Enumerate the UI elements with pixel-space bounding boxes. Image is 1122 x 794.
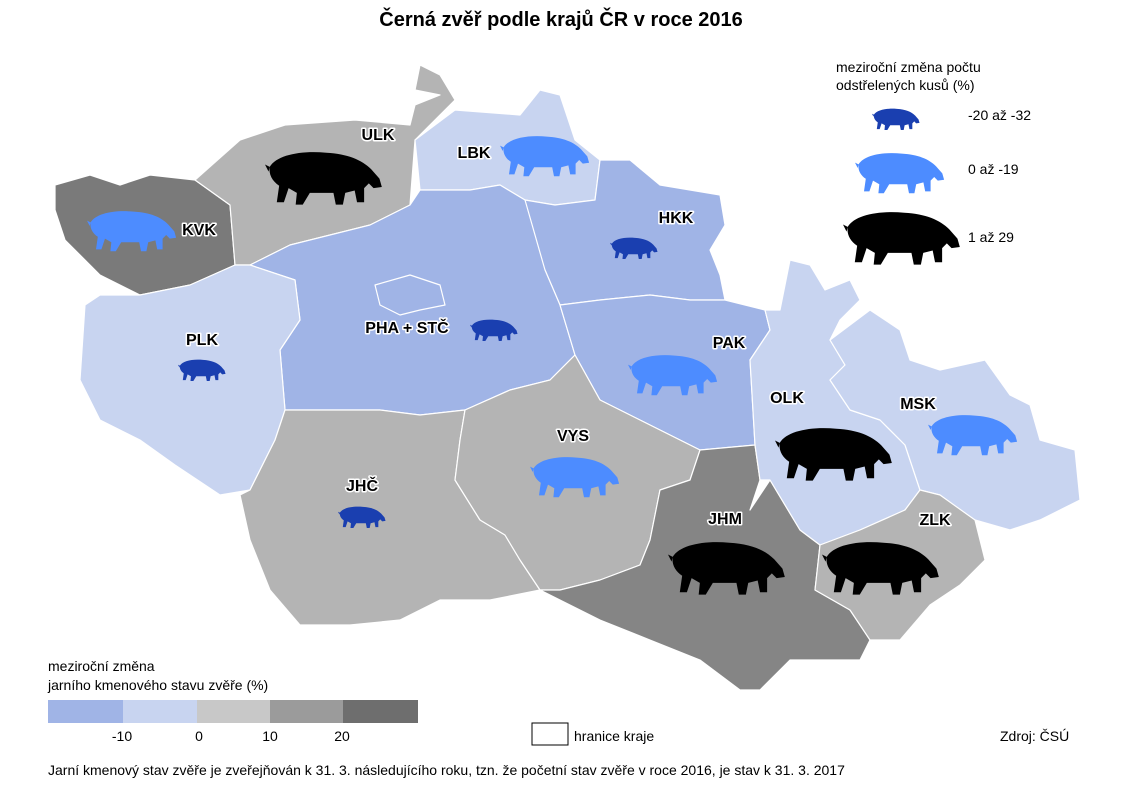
legend-item: 1 až 29	[968, 229, 1014, 245]
boar-legend: meziroční změna počtu odstřelených kusů …	[836, 59, 1031, 265]
region-label: LBK	[458, 145, 491, 162]
legend-item: 0 až -19	[968, 161, 1019, 177]
border-legend: hranice kraje	[574, 728, 654, 744]
legend-tick: 10	[262, 728, 278, 744]
legend-swatch	[48, 700, 123, 723]
region-label: MSK	[900, 396, 936, 413]
legend-swatch	[197, 700, 270, 723]
legend-icon	[872, 108, 920, 131]
title: Černá zvěř podle krajů ČR v roce 2016	[379, 7, 743, 31]
region-label: PLK	[186, 332, 218, 349]
color-legend: meziroční změna jarního kmenového stavu …	[47, 658, 418, 744]
legend-title: meziroční změna	[48, 658, 155, 674]
region-label: JHČ	[346, 476, 378, 495]
region	[374, 274, 446, 316]
region-label: ULK	[362, 127, 395, 144]
region-label: JHM	[708, 511, 742, 528]
regions	[54, 64, 1081, 691]
legend-swatch	[270, 700, 343, 723]
legend-tick: 0	[195, 728, 203, 744]
footnote: Jarní kmenový stav zvěře je zveřejňován …	[48, 762, 845, 778]
legend-title: jarního kmenového stavu zvěře (%)	[47, 677, 268, 693]
region-label: PHA + STČ	[365, 318, 449, 337]
legend-swatch	[343, 700, 418, 723]
legend-tick: 20	[334, 728, 350, 744]
legend-title: meziroční změna počtu	[836, 59, 981, 75]
region	[79, 264, 301, 496]
region-label: OLK	[770, 390, 804, 407]
legend-icon	[843, 212, 960, 265]
border-swatch	[531, 722, 569, 746]
source: Zdroj: ČSÚ	[1000, 728, 1069, 744]
region-label: KVK	[182, 222, 216, 239]
legend-title: odstřelených kusů (%)	[836, 77, 975, 93]
region-labels: ULK LBK KVK HKK PLK PHA + STČ PAK OLK MS…	[181, 126, 953, 531]
region-label: ZLK	[919, 512, 951, 529]
legend-tick: -10	[112, 728, 132, 744]
legend-item: -20 až -32	[968, 107, 1031, 123]
legend-swatch	[123, 700, 197, 723]
legend-icon	[855, 153, 945, 194]
region-label: HKK	[659, 210, 694, 227]
region-label: VYS	[557, 428, 589, 445]
region-label: PAK	[713, 335, 746, 352]
